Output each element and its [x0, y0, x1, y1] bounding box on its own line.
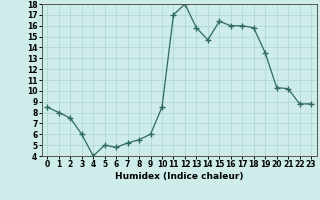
X-axis label: Humidex (Indice chaleur): Humidex (Indice chaleur) — [115, 172, 244, 181]
